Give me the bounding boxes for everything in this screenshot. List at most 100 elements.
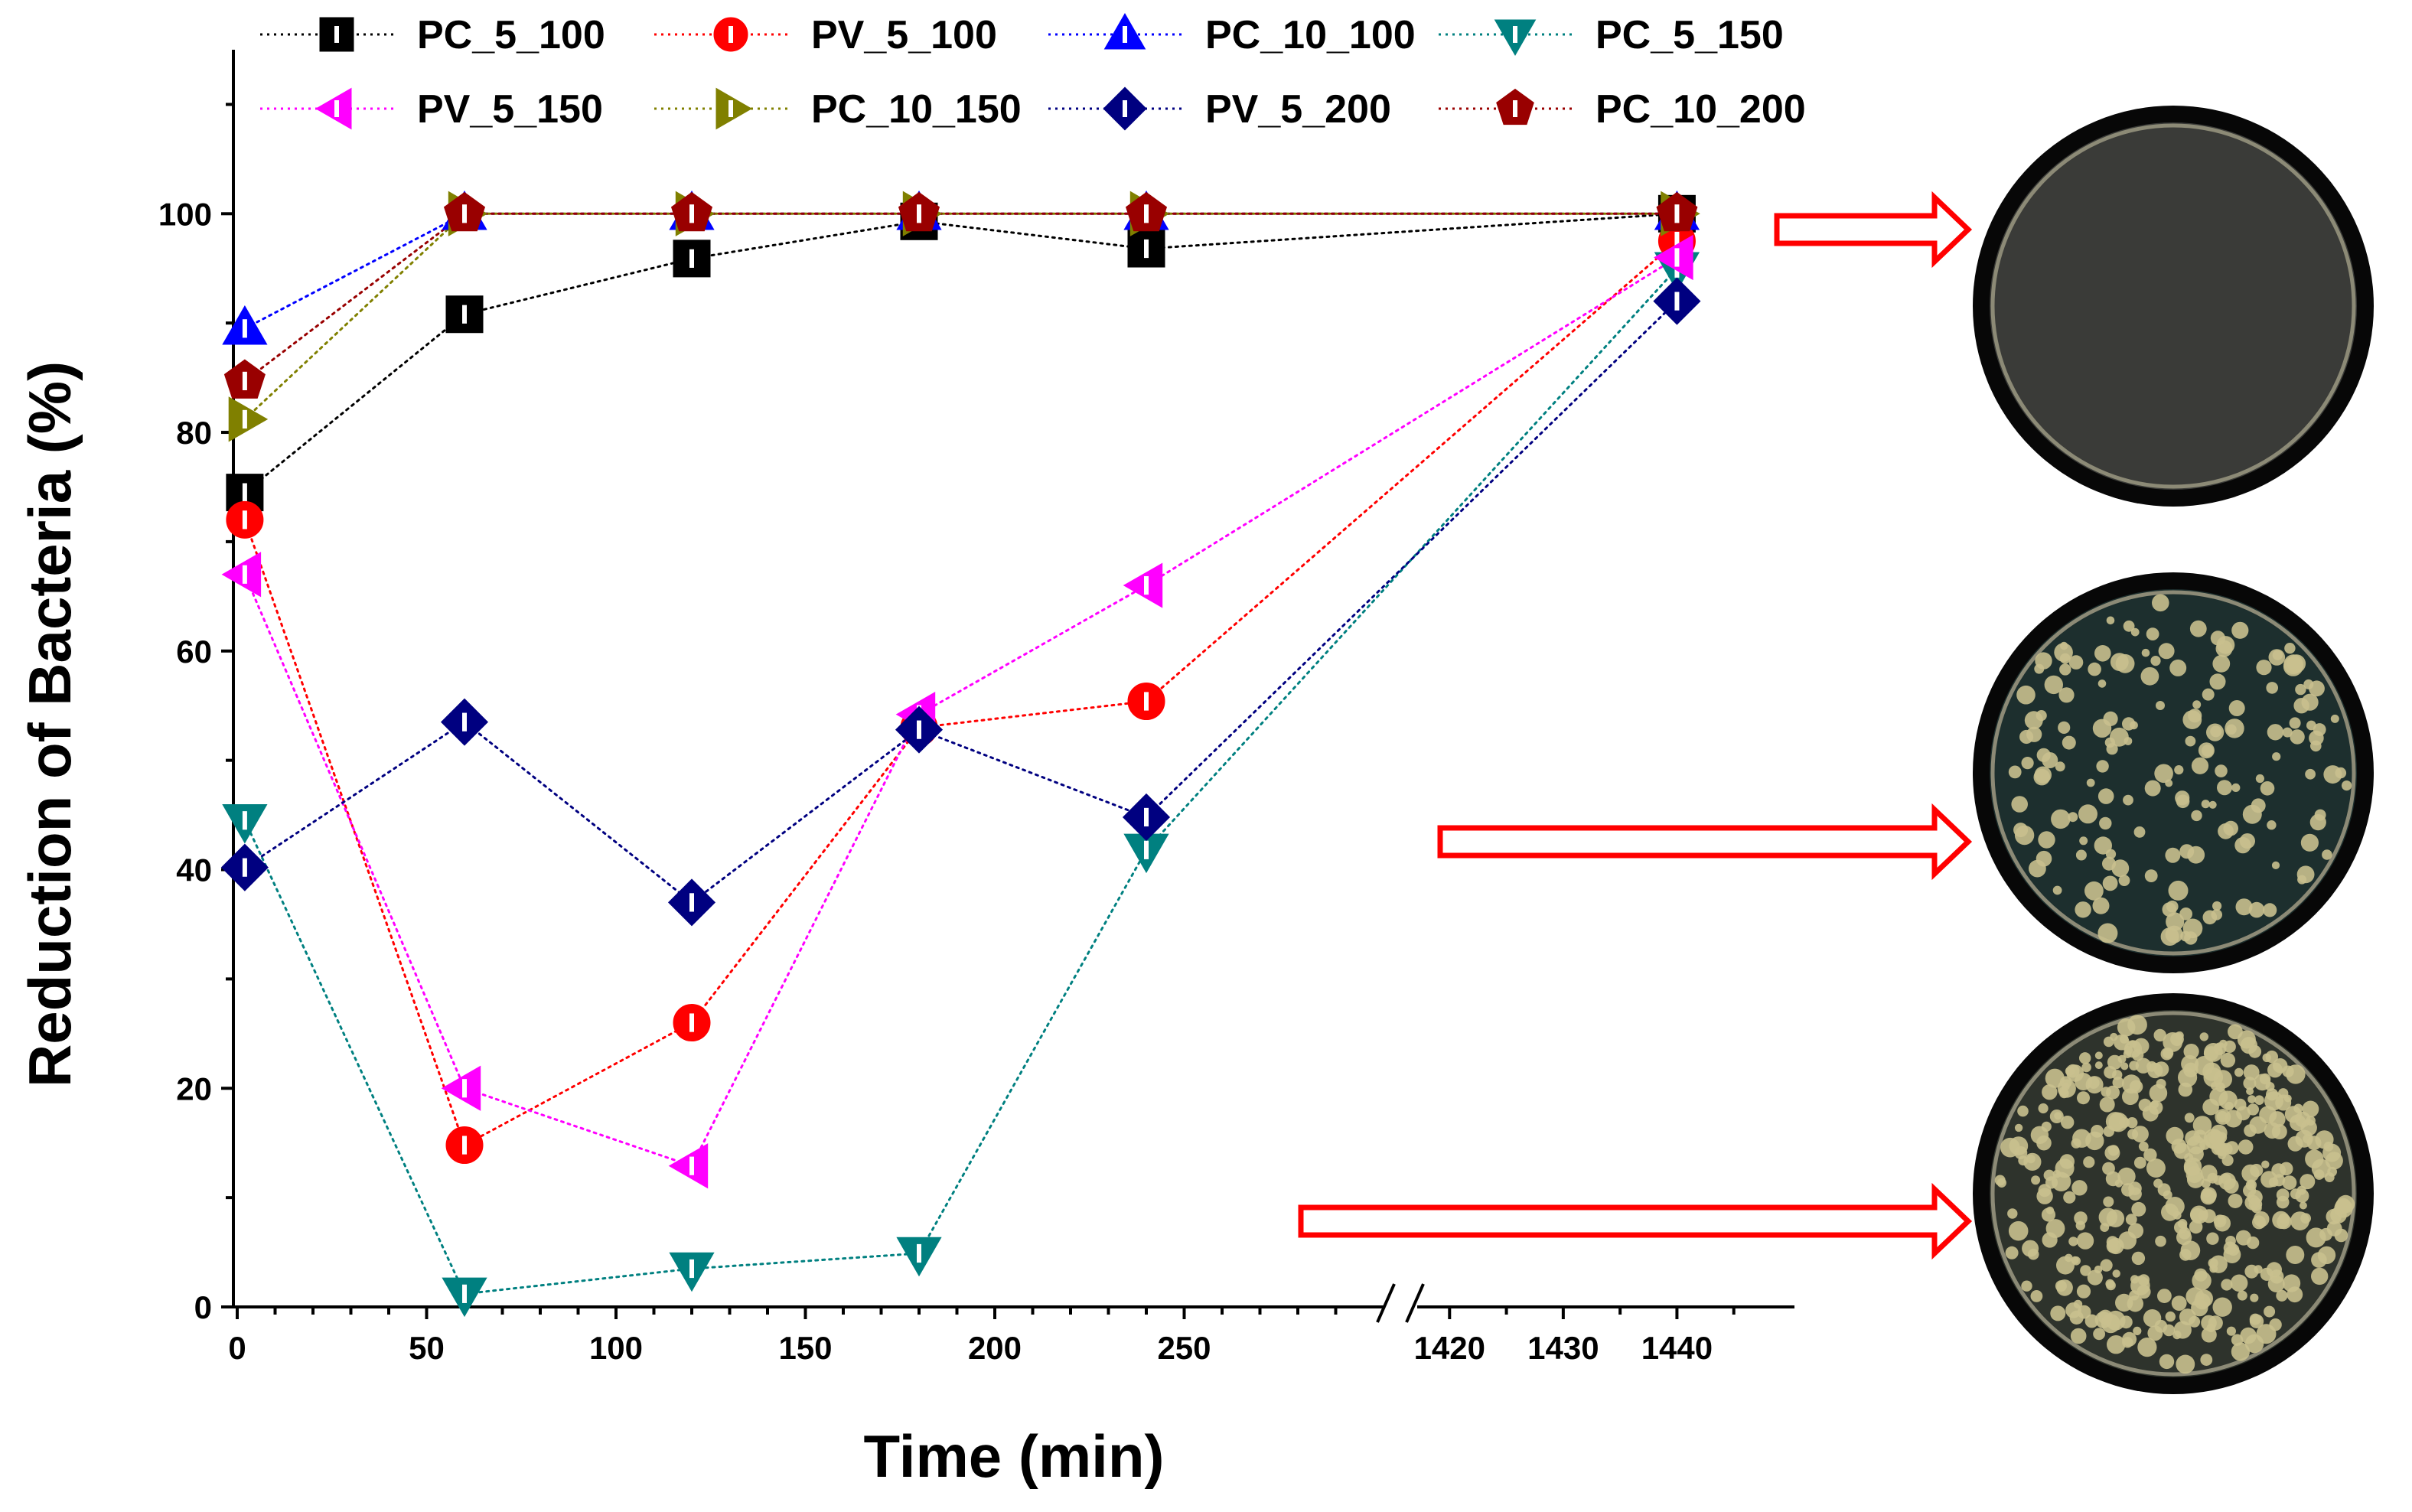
bacterial-colony: [2122, 1337, 2133, 1348]
bacterial-colony: [2300, 1174, 2316, 1190]
bacterial-colony: [2084, 1314, 2099, 1328]
bacterial-colony: [2027, 1248, 2039, 1260]
bacterial-colony: [2171, 1295, 2187, 1311]
bacterial-colony: [2266, 682, 2278, 694]
marker-highlight: [462, 305, 467, 324]
bacterial-colony: [2052, 1169, 2062, 1178]
petri-dish-clear-plate: [1973, 106, 2374, 507]
bacterial-colony: [2226, 1326, 2236, 1336]
bacterial-colony: [2021, 1280, 2032, 1292]
bacterial-colony: [2146, 1158, 2166, 1178]
x-tick-label: 200: [968, 1330, 1022, 1366]
marker-highlight: [1674, 248, 1680, 267]
bacterial-colony: [2153, 1028, 2166, 1042]
bacterial-colony: [2097, 1309, 2113, 1325]
bacterial-colony: [2079, 1052, 2091, 1064]
bacterial-colony: [2124, 737, 2133, 745]
bacterial-colony: [2189, 1315, 2201, 1328]
legend-marker: [1103, 86, 1147, 131]
bacterial-colony: [2097, 923, 2118, 943]
bacterial-colony: [2102, 875, 2118, 891]
bacterial-colony: [2052, 885, 2062, 895]
bacterial-colony: [2237, 1290, 2247, 1301]
petri-dish-medium-colony-plate: [1973, 572, 2374, 973]
bacterial-colony: [2071, 1180, 2088, 1196]
bacterial-colony: [2112, 1269, 2120, 1278]
data-point-pc-10-100: [222, 305, 268, 345]
bacterial-colony: [2250, 1164, 2264, 1178]
data-point-pv-5-200: [895, 705, 944, 754]
bacterial-colony: [2296, 865, 2315, 884]
dish-agar: [1990, 122, 2357, 490]
bacterial-colony: [2084, 881, 2104, 901]
marker-highlight: [242, 319, 247, 338]
bacterial-colony: [2282, 727, 2293, 738]
bacterial-colony: [2083, 1156, 2095, 1168]
colony-group: [1994, 1015, 2355, 1374]
data-point-pv-5-200: [1653, 277, 1701, 325]
legend-label: PC_5_150: [1596, 13, 1784, 57]
bacterial-colony: [2031, 1175, 2041, 1185]
bacterial-colony: [2153, 1178, 2163, 1188]
legend-item: PV_5_150: [260, 87, 603, 132]
bacterial-colony: [2059, 653, 2071, 664]
bacterial-colony: [2107, 1237, 2124, 1255]
bacterial-colony: [2080, 1265, 2091, 1276]
marker-highlight: [1674, 292, 1680, 311]
bacterial-colony: [2123, 620, 2135, 632]
bacterial-colony: [2202, 688, 2215, 701]
bacterial-colony: [2221, 1279, 2233, 1291]
bacterial-colony: [2235, 898, 2253, 916]
bacterial-colony: [2149, 1083, 2168, 1103]
bacterial-colony: [2129, 1061, 2140, 1070]
series-line-pv-5-200: [243, 300, 1678, 904]
bacterial-colony: [2208, 1258, 2218, 1269]
bacterial-colony: [2007, 1208, 2018, 1219]
bacterial-colony: [2175, 790, 2190, 806]
bacterial-colony: [2071, 1138, 2081, 1149]
marker-highlight: [242, 371, 247, 390]
bacterial-colony: [2062, 735, 2076, 750]
marker-highlight: [242, 409, 247, 429]
data-point-pc-5-100: [1127, 230, 1165, 268]
bacterial-colony: [2207, 1172, 2218, 1184]
data-point-pv-5-150: [441, 1065, 481, 1111]
bacterial-colony: [2271, 1124, 2287, 1139]
bacterial-colony: [2059, 663, 2071, 676]
marker-highlight: [689, 249, 694, 268]
bacterial-colony: [2200, 1188, 2217, 1205]
bacterial-colony: [2075, 1220, 2085, 1230]
marker-shape: [445, 295, 484, 334]
bacterial-colony: [2289, 717, 2301, 729]
bacterial-colony: [2201, 1327, 2217, 1343]
bacterial-colony: [2114, 1034, 2130, 1051]
bacterial-colony: [2044, 675, 2063, 695]
marker-highlight: [462, 1136, 467, 1155]
marker-highlight: [1144, 204, 1149, 223]
bacterial-colony: [2055, 761, 2065, 772]
legend-item: PC_10_200: [1439, 87, 1806, 132]
marker-highlight: [728, 26, 733, 43]
marker-highlight: [689, 1013, 694, 1032]
bacterial-colony: [2152, 594, 2169, 612]
bacterial-colony: [2147, 1325, 2163, 1341]
bacterial-colony: [2327, 1166, 2338, 1177]
bacterial-colony: [2276, 1188, 2290, 1202]
x-tick-label: 250: [1157, 1330, 1211, 1366]
bacterial-colony: [2248, 1044, 2262, 1058]
bacterial-colony: [2249, 1314, 2264, 1329]
bacterial-colony: [2156, 1078, 2166, 1089]
x-tick-label: 1430: [1527, 1330, 1599, 1366]
bacterial-colony: [2180, 1240, 2201, 1260]
marker-highlight: [917, 204, 921, 223]
bacterial-colony: [2036, 1135, 2052, 1151]
data-point-pc-10-200: [898, 191, 940, 232]
bacterial-colony: [2137, 1338, 2157, 1357]
bacterial-colony: [2063, 1191, 2076, 1204]
legend-label: PC_10_200: [1596, 87, 1806, 132]
bacterial-colony: [2087, 1269, 2103, 1286]
bacterial-colony: [2058, 721, 2071, 735]
colony-group: [2008, 594, 2352, 946]
bacterial-colony: [2008, 765, 2022, 779]
